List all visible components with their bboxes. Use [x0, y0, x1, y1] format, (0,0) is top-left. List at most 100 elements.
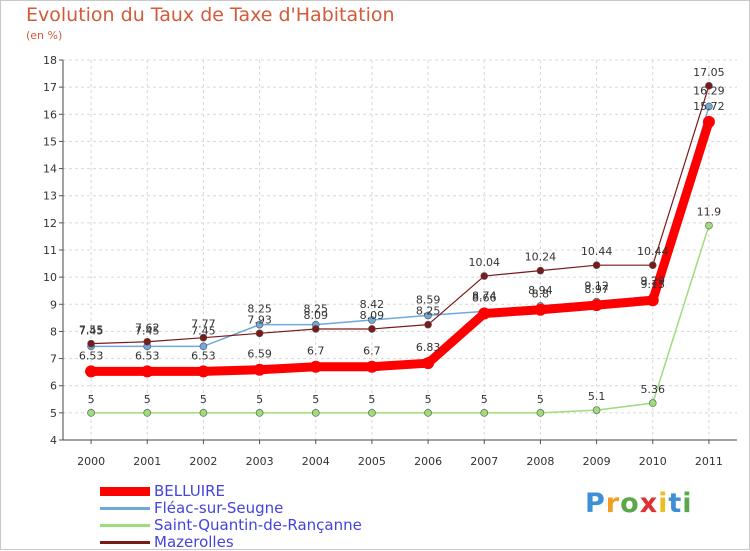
- data-label-saint-quantin-de-rancanne: 5.1: [588, 390, 606, 403]
- x-tick-label: 2008: [526, 455, 554, 468]
- data-point-saint-quantin-de-rancanne: [87, 409, 95, 417]
- chart-title: Evolution du Taux de Taxe d'Habitation: [26, 4, 395, 26]
- data-point-saint-quantin-de-rancanne: [648, 399, 657, 407]
- data-label-fleac-sur-seugne: 7.45: [79, 324, 104, 337]
- y-tick-label: 9: [50, 298, 57, 311]
- logo-letter: x: [639, 488, 659, 519]
- data-point-mazerolles: [311, 325, 320, 333]
- data-label-belluire: 6.83: [416, 341, 441, 354]
- legend-label: Mazerolles: [154, 533, 234, 551]
- data-point-mazerolles: [143, 337, 152, 346]
- legend-swatch: [100, 487, 150, 496]
- y-tick-label: 5: [50, 407, 57, 420]
- y-tick-label: 15: [43, 135, 57, 148]
- data-point-fleac-sur-seugne: [199, 342, 208, 351]
- y-tick-label: 12: [43, 217, 57, 230]
- data-label-mazerolles: 10.24: [525, 251, 557, 264]
- data-point-belluire: [309, 360, 322, 373]
- data-point-fleac-sur-seugne: [368, 316, 376, 324]
- x-tick-label: 2011: [695, 455, 723, 468]
- y-tick-label: 13: [43, 190, 57, 203]
- data-point-saint-quantin-de-rancanne: [424, 409, 432, 417]
- data-point-belluire: [85, 365, 98, 378]
- data-point-belluire: [702, 115, 715, 128]
- data-label-fleac-sur-seugne: 9.12: [584, 280, 609, 293]
- data-point-belluire: [253, 363, 266, 376]
- logo-letter: o: [620, 488, 640, 519]
- data-label-fleac-sur-seugne: 16.29: [693, 84, 725, 97]
- y-tick-label: 11: [43, 244, 57, 257]
- data-point-mazerolles: [536, 266, 545, 275]
- proxiti-logo: Proxiti: [585, 488, 693, 519]
- data-label-saint-quantin-de-rancanne: 5: [88, 393, 95, 406]
- data-label-fleac-sur-seugne: 8.42: [360, 298, 385, 311]
- data-point-saint-quantin-de-rancanne: [199, 409, 208, 417]
- data-label-fleac-sur-seugne: 7.45: [191, 324, 216, 337]
- data-point-saint-quantin-de-rancanne: [255, 409, 264, 417]
- x-tick-label: 2003: [246, 455, 274, 468]
- data-point-mazerolles: [199, 333, 208, 342]
- data-label-belluire: 8.97: [584, 283, 609, 296]
- data-label-belluire: 15.72: [693, 100, 725, 113]
- data-label-mazerolles: 8.25: [416, 305, 441, 318]
- series-line-belluire: [91, 120, 714, 376]
- data-point-saint-quantin-de-rancanne: [368, 409, 376, 417]
- data-label-saint-quantin-de-rancanne: 5: [481, 393, 488, 406]
- data-point-mazerolles: [705, 81, 713, 90]
- data-point-belluire: [197, 365, 210, 378]
- data-label-mazerolles: 10.44: [637, 245, 669, 258]
- data-point-saint-quantin-de-rancanne: [480, 409, 489, 417]
- data-point-belluire: [478, 307, 491, 320]
- logo-letter: r: [605, 488, 621, 519]
- data-point-mazerolles: [648, 261, 657, 270]
- series-line-mazerolles: [91, 85, 710, 345]
- data-label-fleac-sur-seugne: 8.25: [304, 303, 329, 316]
- legend-swatch: [100, 524, 150, 527]
- data-label-saint-quantin-de-rancanne: 5: [537, 393, 544, 406]
- data-point-belluire: [141, 365, 154, 378]
- data-label-belluire: 9.15: [641, 278, 666, 291]
- data-label-fleac-sur-seugne: 9.29: [641, 274, 666, 287]
- data-label-belluire: 6.7: [307, 345, 325, 358]
- data-label-saint-quantin-de-rancanne: 5: [425, 393, 432, 406]
- x-tick-label: 2004: [302, 455, 330, 468]
- data-label-belluire: 6.59: [247, 348, 272, 361]
- data-label-mazerolles: 10.04: [469, 256, 501, 269]
- legend-label: Saint-Quantin-de-Rançanne: [154, 516, 362, 534]
- y-tick-label: 8: [50, 325, 57, 338]
- legend-label: BELLUIRE: [154, 482, 226, 500]
- data-label-belluire: 6.53: [191, 349, 216, 362]
- data-label-mazerolles: 8.09: [360, 309, 385, 322]
- data-label-fleac-sur-seugne: 8.94: [528, 284, 553, 297]
- data-point-mazerolles: [592, 261, 601, 270]
- x-tick-label: 2009: [583, 455, 611, 468]
- data-label-saint-quantin-de-rancanne: 5: [368, 393, 375, 406]
- y-tick-label: 10: [43, 271, 57, 284]
- logo-letter: P: [585, 488, 606, 519]
- data-label-belluire: 8.66: [472, 292, 497, 305]
- data-label-belluire: 6.7: [363, 345, 381, 358]
- x-tick-label: 2010: [639, 455, 667, 468]
- data-label-mazerolles: 17.05: [693, 66, 725, 79]
- data-point-mazerolles: [424, 320, 432, 329]
- data-label-belluire: 6.53: [79, 349, 104, 362]
- data-point-belluire: [646, 294, 659, 307]
- data-point-mazerolles: [480, 272, 489, 280]
- data-label-fleac-sur-seugne: 7.45: [135, 324, 160, 337]
- data-label-belluire: 6.53: [135, 349, 160, 362]
- data-point-saint-quantin-de-rancanne: [311, 409, 320, 417]
- data-label-belluire: 8.8: [532, 288, 550, 301]
- data-label-saint-quantin-de-rancanne: 5: [144, 393, 151, 406]
- data-label-mazerolles: 10.44: [581, 245, 613, 258]
- legend-swatch: [100, 507, 150, 510]
- data-point-fleac-sur-seugne: [705, 102, 713, 111]
- y-tick-label: 16: [43, 108, 57, 121]
- data-point-mazerolles: [368, 325, 376, 333]
- data-point-saint-quantin-de-rancanne: [592, 406, 601, 414]
- data-point-belluire: [590, 299, 603, 312]
- data-label-saint-quantin-de-rancanne: 5: [312, 393, 319, 406]
- data-label-fleac-sur-seugne: 8.59: [416, 293, 441, 306]
- chart-subtitle: (en %): [26, 29, 63, 42]
- data-point-belluire: [534, 303, 547, 316]
- y-tick-label: 18: [43, 54, 57, 67]
